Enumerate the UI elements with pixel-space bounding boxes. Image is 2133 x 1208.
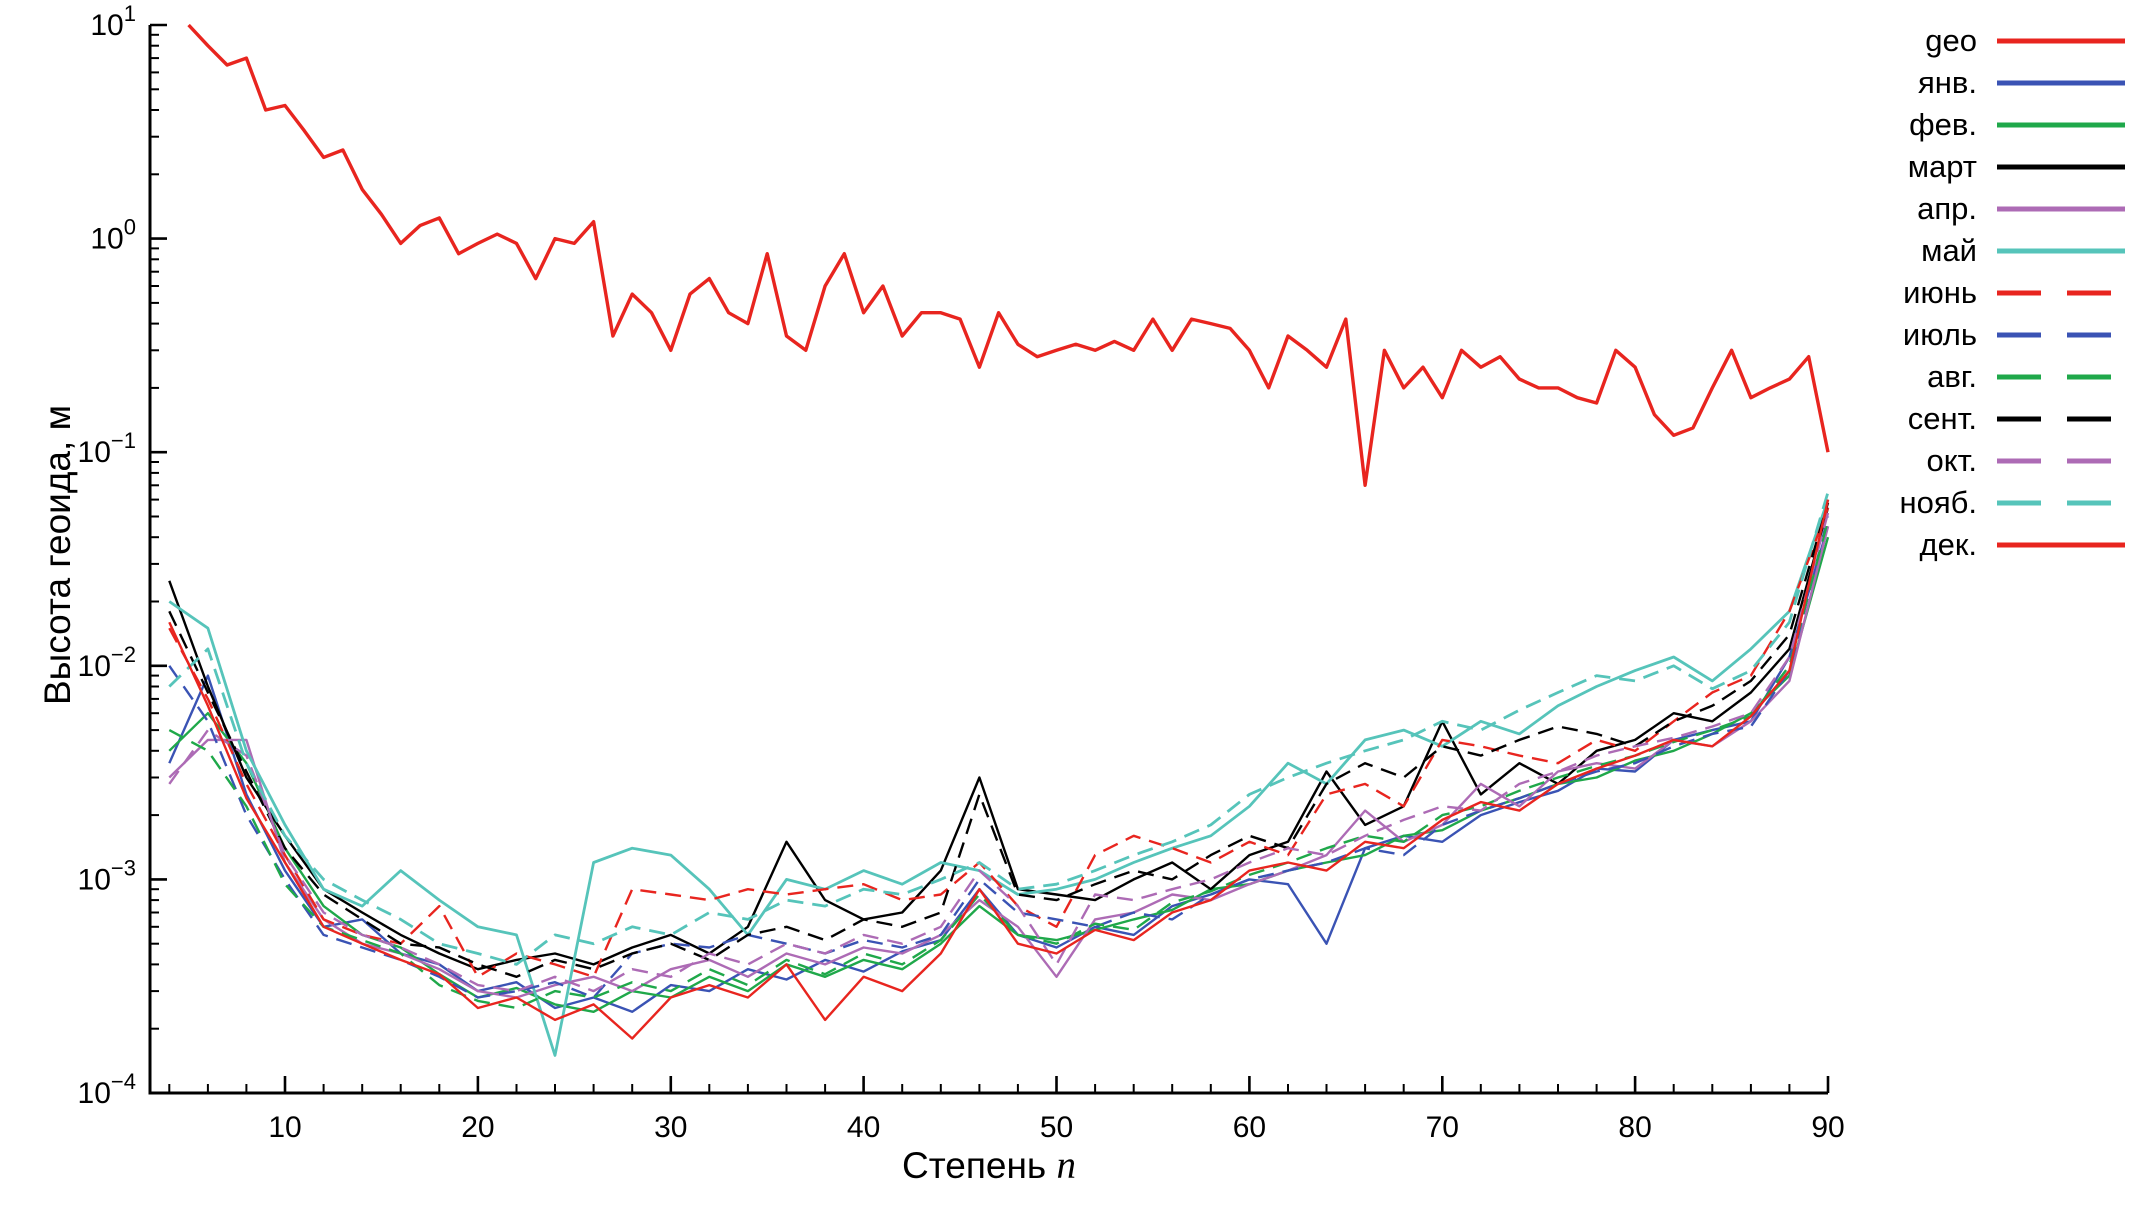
y-tick-label: 10−3 <box>78 855 136 896</box>
series-jan <box>168 525 1830 1013</box>
legend-item-may: май <box>1899 232 2127 270</box>
legend-line-sample <box>1997 164 2125 170</box>
legend-item-oct: окт. <box>1899 442 2127 480</box>
legend-item-mar: март <box>1899 148 2127 186</box>
legend-item-geo: geo <box>1899 22 2127 60</box>
legend-line-sample <box>1997 290 2125 296</box>
legend-item-nov: нояб. <box>1899 484 2127 522</box>
legend-label: янв. <box>1918 65 1977 100</box>
legend-item-jun: июнь <box>1899 274 2127 312</box>
x-axis-label-variable: n <box>1056 1144 1076 1187</box>
series-apr <box>168 526 1830 999</box>
series-mar <box>168 507 1830 971</box>
legend-line-sample <box>1997 332 2125 338</box>
x-tick-label: 80 <box>1618 1111 1651 1144</box>
x-tick-label: 90 <box>1811 1111 1844 1144</box>
legend-item-sep: сент. <box>1899 400 2127 438</box>
legend-label: geo <box>1925 23 1977 58</box>
legend-item-feb: фев. <box>1899 106 2127 144</box>
y-tick-label: 10−1 <box>78 428 136 469</box>
series-oct <box>168 512 1830 993</box>
legend-item-jan: янв. <box>1899 64 2127 102</box>
legend-label: март <box>1907 149 1977 184</box>
legend-line-sample <box>1997 416 2125 422</box>
y-tick-label: 10−2 <box>78 642 136 683</box>
y-tick-label: 10−4 <box>78 1069 136 1110</box>
x-axis-label-text: Степень <box>902 1145 1047 1186</box>
legend-line-sample <box>1997 80 2125 86</box>
series-sep <box>168 502 1830 978</box>
legend-label: окт. <box>1926 443 1977 478</box>
legend: geo янв. фев. март апр. май июнь июль авг. сент. о… <box>1899 22 2127 564</box>
legend-label: апр. <box>1917 191 1977 226</box>
legend-label: май <box>1921 233 1977 268</box>
legend-line-sample <box>1997 206 2125 212</box>
x-tick-label: 60 <box>1233 1111 1266 1144</box>
x-tick-label: 20 <box>461 1111 494 1144</box>
legend-label: июль <box>1902 317 1977 352</box>
y-axis-label: Высота геоида, м <box>37 405 79 705</box>
legend-line-sample <box>1997 458 2125 464</box>
legend-label: дек. <box>1919 527 1977 562</box>
x-tick-label: 30 <box>654 1111 687 1144</box>
legend-label: фев. <box>1909 107 1977 142</box>
x-tick-label: 70 <box>1426 1111 1459 1144</box>
legend-line-sample <box>1997 542 2125 548</box>
legend-line-sample <box>1997 38 2125 44</box>
y-tick-label: 100 <box>90 215 136 256</box>
series-jul <box>168 516 1830 999</box>
legend-line-sample <box>1997 248 2125 254</box>
legend-item-dec: дек. <box>1899 526 2127 564</box>
legend-item-jul: июль <box>1899 316 2127 354</box>
x-tick-label: 10 <box>268 1111 301 1144</box>
y-tick-label: 101 <box>90 1 136 42</box>
legend-item-apr: апр. <box>1899 190 2127 228</box>
legend-line-sample <box>1997 122 2125 128</box>
x-axis-label: Степень n <box>902 1143 1076 1188</box>
legend-label: сент. <box>1907 401 1977 436</box>
legend-line-sample <box>1997 374 2125 380</box>
y-axis-label-text: Высота геоида, м <box>37 404 78 706</box>
legend-label: нояб. <box>1899 485 1977 520</box>
axes-spines <box>148 25 1828 1095</box>
x-tick-label: 40 <box>847 1111 880 1144</box>
legend-label: июнь <box>1903 275 1977 310</box>
x-tick-label: 50 <box>1040 1111 1073 1144</box>
legend-label: авг. <box>1927 359 1977 394</box>
series-dec <box>168 499 1830 1040</box>
series-nov <box>168 491 1830 966</box>
series-geo <box>187 23 1830 487</box>
legend-item-aug: авг. <box>1899 358 2127 396</box>
legend-line-sample <box>1997 500 2125 506</box>
series-jun <box>168 507 1830 978</box>
